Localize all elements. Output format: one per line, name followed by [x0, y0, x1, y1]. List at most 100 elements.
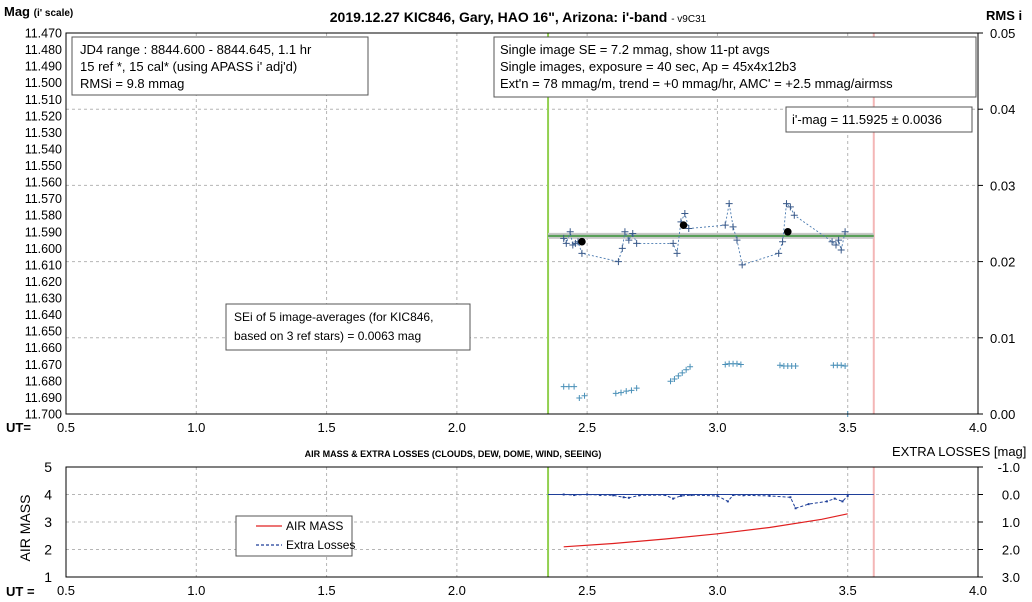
rms-point [679, 369, 686, 376]
bottom-grid [66, 467, 978, 577]
bottom-x-tick-label: 0.5 [57, 583, 75, 598]
rms-point [581, 392, 588, 399]
imag-box: i'-mag = 11.5925 ± 0.0036 [785, 106, 973, 133]
rms-point [612, 390, 619, 397]
top-y2-ticks: 0.05 0.04 0.03 0.02 0.01 0.00 [978, 26, 1015, 422]
top-series [548, 200, 874, 417]
average-mag-point [783, 227, 792, 236]
top-x-tick-label: 0.5 [57, 420, 75, 435]
individual-mag-point [562, 239, 570, 247]
individual-mag-point [621, 228, 629, 236]
top-y-tick-label: 11.600 [25, 242, 62, 256]
top-y2-axis-label: RMS i [986, 8, 1022, 23]
rms-point [623, 388, 630, 395]
extra-losses-point [794, 507, 797, 510]
bottom-plot-frame [65, 466, 979, 578]
bottom-x-tick-label: 2.0 [448, 583, 466, 598]
individual-mag-point [629, 229, 637, 237]
extra-losses-point [846, 494, 849, 497]
individual-mag-point [685, 224, 693, 232]
individual-mag-point [738, 261, 746, 269]
info-box-left-frame [71, 36, 369, 96]
rms-point [618, 389, 625, 396]
individual-mag-point [725, 200, 733, 208]
rms-point [838, 362, 845, 369]
individual-mag-point [835, 236, 843, 244]
top-plot-frame [65, 32, 979, 415]
top-chart-title: 2019.12.27 KIC846, Gary, HAO 16", Arizon… [330, 9, 707, 25]
individual-mag-point [790, 211, 798, 219]
individual-mag-point [633, 239, 641, 247]
bottom-x-tick-label: 3.5 [839, 583, 857, 598]
info-jd-range: JD4 range : 8844.600 - 8844.645, 1.1 hr [80, 42, 312, 57]
legend-frame [235, 515, 353, 557]
top-title-suffix: - v9C31 [671, 14, 706, 25]
top-y-axis-label: Mag (i' scale) [4, 4, 73, 19]
individual-mag-point [733, 236, 741, 244]
extra-losses-point [622, 496, 625, 499]
individual-mag-point [618, 244, 626, 252]
extra-losses-point [599, 494, 602, 497]
average-mag-point [679, 221, 688, 229]
individual-mag-point [681, 210, 689, 218]
extra-losses-point [690, 494, 693, 497]
bottom-y-ticks: 5 4 3 2 1 [44, 459, 52, 585]
top-y-tick-label: 11.680 [25, 374, 62, 388]
rms-point [722, 361, 729, 368]
rms-point [671, 375, 678, 382]
extra-losses-point [562, 493, 565, 496]
individual-mag-point [729, 223, 737, 231]
top-grid [66, 33, 978, 414]
legend: AIR MASS Extra Losses [235, 515, 355, 557]
extra-losses-point [638, 494, 641, 497]
top-x-tick-label: 3.5 [839, 420, 857, 435]
sei-box-frame [225, 303, 471, 351]
bottom-x-tick-label: 3.0 [708, 583, 726, 598]
rms-point [628, 387, 635, 394]
top-y-tick-label: 11.540 [25, 142, 62, 156]
top-chart: 2019.12.27 KIC846, Gary, HAO 16", Arizon… [4, 4, 1022, 435]
individual-mag-point [721, 221, 729, 229]
top-y-tick-label: 11.470 [25, 27, 62, 41]
extra-losses-point [841, 500, 844, 503]
bottom-y-tick-label: 5 [44, 459, 52, 475]
top-y2-tick-label: 0.00 [990, 407, 1015, 422]
top-x-tick-label: 1.5 [318, 420, 336, 435]
top-x-ticks: 0.5 1.0 1.5 2.0 2.5 3.0 3.5 4.0 [57, 420, 987, 435]
extra-losses-point [807, 503, 810, 506]
individual-mag-point [828, 238, 836, 246]
top-y2-tick-label: 0.04 [990, 102, 1015, 117]
top-y-tick-label: 11.560 [25, 176, 62, 190]
individual-mag-point [673, 249, 681, 257]
individual-mag-point [779, 238, 787, 246]
bottom-y2-ticks: -1.0 0.0 1.0 2.0 3.0 [978, 460, 1020, 585]
extra-losses-point [833, 497, 836, 500]
extra-losses-point [586, 493, 589, 496]
info-box-right-frame [493, 36, 977, 98]
legend-losses-label: Extra Losses [286, 538, 355, 552]
extra-losses-point [672, 497, 675, 500]
individual-mag-point [782, 200, 790, 208]
info-exposure: Single images, exposure = 40 sec, Ap = 4… [500, 59, 796, 74]
extra-losses-point [789, 496, 792, 499]
top-x-tick-label: 3.0 [708, 420, 726, 435]
airmass-line [563, 513, 848, 548]
extra-losses-point [726, 500, 729, 503]
rms-point [842, 362, 849, 369]
extra-losses-point [664, 494, 667, 497]
individual-mag-point [566, 228, 574, 236]
top-y-tick-label: 11.610 [25, 258, 62, 272]
top-y-label-suffix: (i' scale) [34, 8, 74, 19]
top-y-label-main: Mag [4, 4, 30, 19]
bottom-series [548, 493, 874, 548]
info-ref-stars: 15 ref *, 15 cal* (using APASS i' adj'd) [80, 59, 297, 74]
bottom-vertical-markers [547, 467, 875, 577]
rms-point [683, 366, 690, 373]
top-y2-tick-label: 0.05 [990, 26, 1015, 41]
extra-losses-line [563, 493, 849, 509]
bottom-y2-tick-label: 0.0 [1002, 488, 1020, 503]
individual-mag-point [614, 258, 622, 266]
top-x-tick-label: 2.0 [448, 420, 466, 435]
bottom-y-axis-label: AIR MASS [17, 495, 33, 562]
